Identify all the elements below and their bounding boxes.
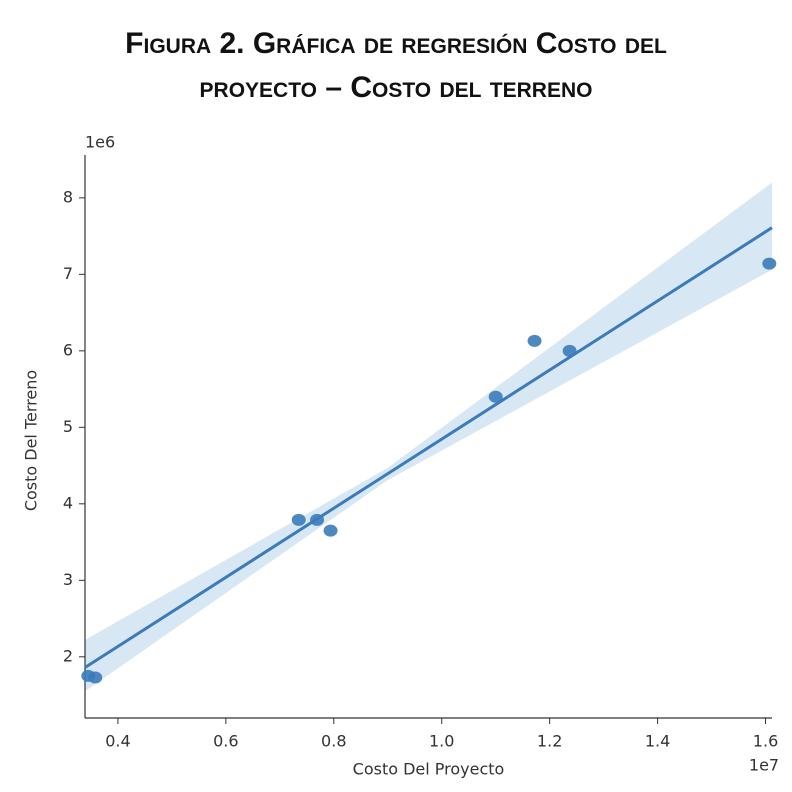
y-tick-label: 8: [63, 187, 73, 206]
point: [762, 257, 777, 270]
point: [291, 513, 306, 526]
x-tick-label: 0.4: [105, 732, 130, 751]
x-tick-label: 1.4: [645, 732, 670, 751]
y-tick-label: 5: [63, 417, 73, 436]
point: [310, 513, 325, 526]
regression-line: [84, 226, 773, 669]
y-offset-label: 1e6: [85, 133, 115, 152]
y-tick-label: 4: [63, 493, 73, 512]
point: [88, 671, 103, 684]
confidence-band: [85, 182, 772, 692]
x-offset-label: 1e7: [749, 756, 779, 775]
x-axis-label: Costo Del Proyecto: [353, 760, 505, 779]
x-tick-label: 0.8: [321, 732, 346, 751]
chart-title: Figura 2. Gráfica de regresión Costo del…: [125, 27, 667, 104]
x-tick-label: 1.2: [537, 732, 562, 751]
y-tick-label: 3: [63, 570, 73, 589]
point: [488, 390, 503, 403]
y-tick-label: 6: [63, 340, 73, 359]
y-tick-label: 2: [63, 646, 73, 665]
x-tick-label: 1.6: [753, 732, 778, 751]
point: [527, 334, 542, 347]
x-tick-label: 0.6: [213, 732, 238, 751]
y-axis-label: Costo Del Terreno: [22, 370, 41, 511]
point: [323, 524, 338, 537]
point: [562, 344, 577, 357]
y-tick-label: 7: [63, 264, 73, 283]
x-tick-label: 1.0: [429, 732, 454, 751]
